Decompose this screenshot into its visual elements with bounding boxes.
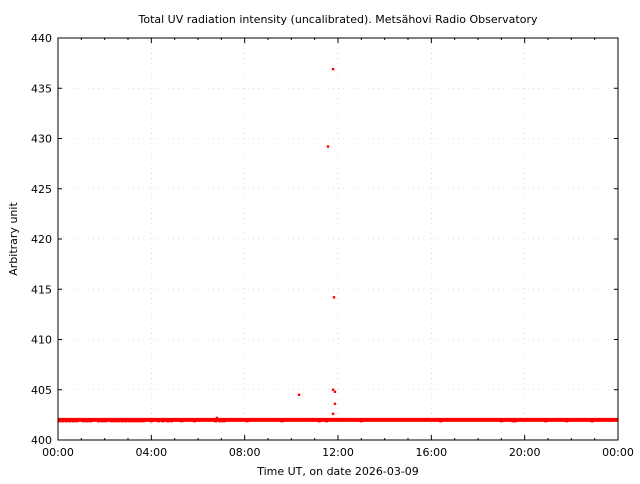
data-point <box>193 419 196 423</box>
data-point <box>332 296 336 299</box>
data-point <box>85 419 89 423</box>
data-point <box>218 419 222 423</box>
data-point <box>331 67 335 71</box>
data-point <box>166 419 170 423</box>
data-point <box>331 412 335 416</box>
y-tick-label: 415 <box>31 283 52 296</box>
data-point <box>326 145 330 148</box>
data-point <box>215 416 219 420</box>
data-point <box>161 419 165 423</box>
data-point <box>82 419 86 423</box>
data-point <box>61 419 65 423</box>
data-point <box>120 419 124 423</box>
data-point <box>141 419 145 423</box>
x-tick-label: 04:00 <box>135 446 167 459</box>
y-tick-label: 405 <box>31 384 52 397</box>
x-tick-label: 08:00 <box>229 446 261 459</box>
data-point <box>89 419 93 423</box>
data-point <box>511 419 515 423</box>
x-tick-label: 00:00 <box>42 446 74 459</box>
data-point <box>359 419 363 423</box>
data-point <box>68 419 72 423</box>
data-point <box>156 419 160 423</box>
data-point <box>499 419 503 423</box>
data-point <box>324 419 328 423</box>
data-point <box>110 419 114 423</box>
data-point <box>317 419 321 423</box>
x-axis-label: Time UT, on date 2026-03-09 <box>256 465 419 478</box>
y-axis-label: Arbitrary unit <box>7 202 20 276</box>
data-point <box>131 419 135 423</box>
data-point <box>331 388 335 391</box>
data-point <box>333 390 337 393</box>
data-point <box>117 419 121 423</box>
data-point <box>280 419 284 423</box>
chart-title: Total UV radiation intensity (uncalibrat… <box>138 13 538 26</box>
data-point <box>222 419 226 423</box>
data-point <box>297 393 301 396</box>
data-point <box>180 419 184 423</box>
data-point <box>138 419 142 423</box>
data-point <box>64 419 68 423</box>
data-point <box>214 419 217 423</box>
data-point <box>544 419 548 423</box>
y-tick-label: 420 <box>31 233 52 246</box>
x-tick-label: 12:00 <box>322 446 354 459</box>
y-tick-label: 410 <box>31 334 52 347</box>
y-tick-label: 425 <box>31 183 52 196</box>
data-point <box>565 419 569 423</box>
data-point <box>590 419 594 423</box>
data-point <box>104 419 108 423</box>
data-point <box>124 419 128 423</box>
data-point <box>134 419 138 423</box>
x-tick-label: 00:00 <box>602 446 634 459</box>
data-point <box>75 419 79 423</box>
data-point <box>169 419 173 423</box>
data-point <box>113 419 117 423</box>
y-tick-label: 430 <box>31 133 52 146</box>
data-point <box>57 419 61 423</box>
data-point <box>71 419 75 423</box>
data-point <box>513 419 517 423</box>
grid <box>58 38 618 440</box>
x-tick-label: 20:00 <box>509 446 541 459</box>
x-tick-label: 16:00 <box>415 446 447 459</box>
data-marks <box>57 67 618 423</box>
axis-ticks: 400 405 410 415 420 425 430 435 440 00:00 04:00 08:… <box>31 32 634 459</box>
data-point <box>149 419 153 423</box>
data-point <box>333 402 337 406</box>
data-point <box>127 419 131 423</box>
y-tick-label: 440 <box>31 32 52 45</box>
y-tick-label: 435 <box>31 82 52 95</box>
data-point <box>97 419 101 423</box>
y-tick-label: 400 <box>31 434 52 447</box>
data-point <box>439 419 443 423</box>
data-point <box>100 419 104 423</box>
data-point <box>245 419 249 423</box>
